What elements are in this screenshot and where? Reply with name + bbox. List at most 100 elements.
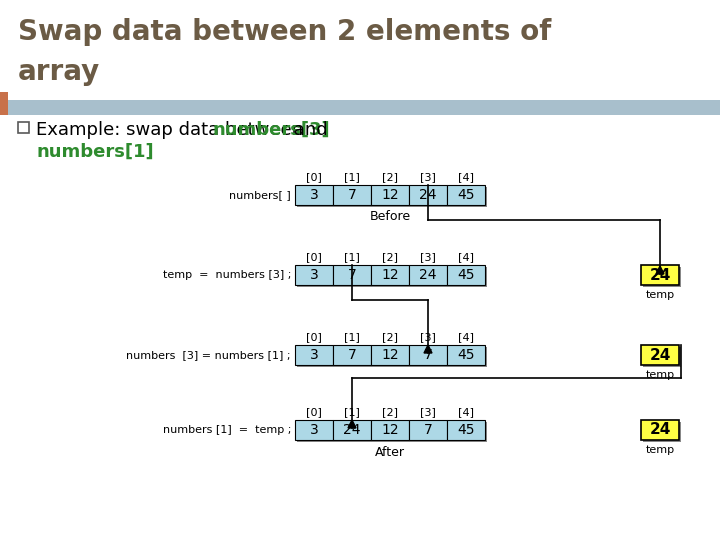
Text: [0]: [0]: [306, 332, 322, 342]
Bar: [297, 187, 335, 207]
Bar: [373, 187, 411, 207]
Text: 24: 24: [419, 268, 437, 282]
Text: [1]: [1]: [344, 332, 360, 342]
Bar: [335, 187, 373, 207]
Bar: [409, 345, 447, 365]
Bar: [449, 187, 487, 207]
Bar: [447, 345, 485, 365]
Text: 12: 12: [381, 188, 399, 202]
Bar: [449, 267, 487, 287]
Text: 24: 24: [649, 267, 671, 282]
Text: [4]: [4]: [458, 172, 474, 182]
Bar: [447, 420, 485, 440]
Text: [1]: [1]: [344, 172, 360, 182]
Bar: [641, 420, 679, 440]
Text: 7: 7: [423, 348, 433, 362]
Bar: [333, 265, 371, 285]
Text: Example: swap data between: Example: swap data between: [36, 121, 309, 139]
Polygon shape: [424, 345, 432, 353]
Bar: [641, 265, 679, 285]
Text: 3: 3: [310, 188, 318, 202]
Text: temp: temp: [645, 290, 675, 300]
Text: [2]: [2]: [382, 407, 398, 417]
Bar: [449, 422, 487, 442]
Bar: [297, 267, 335, 287]
Text: 45: 45: [457, 268, 474, 282]
Bar: [409, 265, 447, 285]
Bar: [297, 347, 335, 367]
Text: numbers [1]  =  temp ;: numbers [1] = temp ;: [163, 425, 291, 435]
Bar: [447, 265, 485, 285]
Text: [1]: [1]: [344, 407, 360, 417]
Bar: [409, 420, 447, 440]
Bar: [335, 422, 373, 442]
Bar: [18, 122, 29, 133]
Bar: [0, 0, 720, 100]
Text: 24: 24: [649, 348, 671, 362]
Bar: [411, 187, 449, 207]
Text: 45: 45: [457, 423, 474, 437]
Bar: [373, 422, 411, 442]
Text: 24: 24: [649, 422, 671, 437]
Text: 7: 7: [348, 348, 356, 362]
Text: [2]: [2]: [382, 252, 398, 262]
Text: temp: temp: [645, 370, 675, 380]
Text: [3]: [3]: [420, 332, 436, 342]
Text: numbers  [3] = numbers [1] ;: numbers [3] = numbers [1] ;: [127, 350, 291, 360]
Text: temp  =  numbers [3] ;: temp = numbers [3] ;: [163, 270, 291, 280]
Text: [4]: [4]: [458, 332, 474, 342]
Bar: [411, 422, 449, 442]
Text: 7: 7: [348, 188, 356, 202]
Text: 45: 45: [457, 188, 474, 202]
Text: [2]: [2]: [382, 332, 398, 342]
Text: [0]: [0]: [306, 407, 322, 417]
Polygon shape: [348, 420, 356, 428]
Text: [1]: [1]: [344, 252, 360, 262]
Bar: [295, 265, 333, 285]
Text: 45: 45: [457, 348, 474, 362]
Text: numbers[ ]: numbers[ ]: [229, 190, 291, 200]
Bar: [449, 347, 487, 367]
Text: 12: 12: [381, 423, 399, 437]
Text: 3: 3: [310, 423, 318, 437]
Bar: [411, 347, 449, 367]
Bar: [643, 267, 681, 287]
Text: 3: 3: [310, 268, 318, 282]
Bar: [297, 422, 335, 442]
Text: [4]: [4]: [458, 252, 474, 262]
Text: numbers[1]: numbers[1]: [36, 143, 153, 161]
Bar: [0, 100, 720, 115]
Text: [2]: [2]: [382, 172, 398, 182]
Text: [3]: [3]: [420, 407, 436, 417]
Bar: [371, 420, 409, 440]
Polygon shape: [656, 266, 664, 274]
Text: [0]: [0]: [306, 172, 322, 182]
Text: temp: temp: [645, 445, 675, 455]
Bar: [371, 345, 409, 365]
Bar: [333, 420, 371, 440]
Bar: [641, 345, 679, 365]
Text: Before: Before: [369, 211, 410, 224]
Bar: [295, 345, 333, 365]
Bar: [373, 347, 411, 367]
Bar: [371, 185, 409, 205]
Text: [4]: [4]: [458, 407, 474, 417]
Text: After: After: [375, 446, 405, 458]
Text: Swap data between 2 elements of: Swap data between 2 elements of: [18, 18, 552, 46]
Bar: [335, 267, 373, 287]
Text: [3]: [3]: [420, 172, 436, 182]
Bar: [447, 185, 485, 205]
Bar: [295, 185, 333, 205]
Text: numbers[3]: numbers[3]: [213, 121, 330, 139]
Bar: [333, 345, 371, 365]
Bar: [643, 347, 681, 367]
Bar: [333, 185, 371, 205]
Bar: [0, 92, 8, 115]
Text: 7: 7: [348, 268, 356, 282]
Bar: [643, 422, 681, 442]
Text: 3: 3: [310, 348, 318, 362]
Text: array: array: [18, 58, 100, 86]
Bar: [295, 420, 333, 440]
Bar: [373, 267, 411, 287]
Text: 7: 7: [423, 423, 433, 437]
